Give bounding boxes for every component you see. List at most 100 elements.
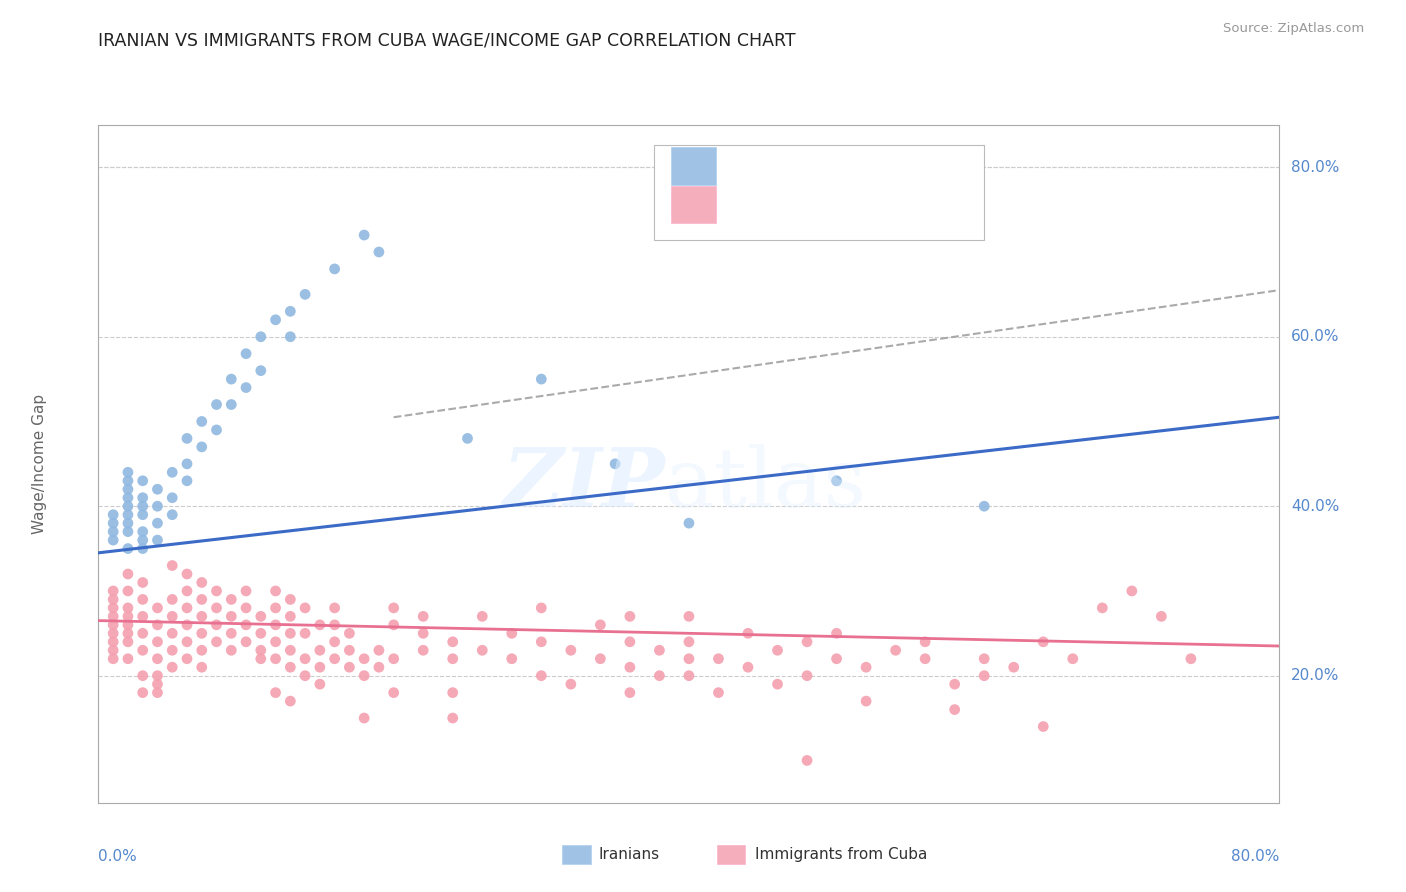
Point: [1032, 719, 1054, 733]
Point: [205, 635, 228, 649]
Point: [235, 617, 257, 632]
Point: [825, 651, 848, 665]
Text: R =: R =: [734, 197, 762, 212]
Point: [191, 626, 214, 640]
Point: [294, 287, 316, 301]
Point: [146, 500, 169, 514]
Point: [278, 330, 302, 344]
Text: 45: 45: [915, 159, 936, 174]
Point: [441, 635, 464, 649]
Point: [103, 651, 125, 665]
Point: [146, 685, 169, 699]
Text: Iranians: Iranians: [599, 847, 659, 862]
Point: [619, 660, 641, 674]
Point: [205, 423, 228, 437]
Point: [1002, 660, 1025, 674]
Point: [766, 643, 789, 657]
Text: 123: 123: [915, 197, 948, 212]
Point: [441, 711, 464, 725]
Point: [648, 669, 671, 683]
Point: [619, 609, 641, 624]
Point: [264, 651, 287, 665]
Point: [412, 626, 434, 640]
Point: [530, 669, 553, 683]
Point: [678, 635, 700, 649]
Point: [117, 609, 139, 624]
Point: [103, 643, 125, 657]
Point: [176, 584, 198, 599]
Point: [294, 601, 316, 615]
Point: [146, 601, 169, 615]
Point: [219, 372, 242, 386]
Point: [162, 558, 183, 573]
Point: [382, 651, 405, 665]
Point: [176, 651, 198, 665]
Point: [103, 524, 125, 539]
Point: [530, 601, 553, 615]
Point: [737, 626, 759, 640]
Point: [132, 643, 155, 657]
Point: [103, 617, 125, 632]
Point: [412, 643, 434, 657]
Point: [103, 601, 125, 615]
Point: [146, 617, 169, 632]
Point: [219, 626, 242, 640]
Point: [796, 635, 818, 649]
Point: [278, 592, 302, 607]
Point: [235, 601, 257, 615]
Point: [278, 304, 302, 318]
Point: [264, 312, 287, 326]
Text: atlas: atlas: [665, 444, 868, 524]
Point: [132, 491, 155, 505]
Text: ZIP: ZIP: [503, 444, 665, 524]
FancyBboxPatch shape: [671, 147, 716, 185]
Point: [103, 635, 125, 649]
Point: [678, 516, 700, 530]
Point: [323, 601, 346, 615]
Point: [191, 592, 214, 607]
Text: 40.0%: 40.0%: [1291, 499, 1340, 514]
Point: [471, 609, 494, 624]
Point: [191, 660, 214, 674]
Point: [1062, 651, 1084, 665]
Point: [337, 626, 360, 640]
Point: [162, 626, 183, 640]
Point: [368, 244, 391, 259]
Text: Wage/Income Gap: Wage/Income Gap: [32, 393, 46, 534]
Point: [264, 635, 287, 649]
Point: [973, 651, 995, 665]
Point: [146, 516, 169, 530]
Text: 60.0%: 60.0%: [1291, 329, 1340, 344]
Point: [103, 584, 125, 599]
Point: [530, 635, 553, 649]
Point: [132, 533, 155, 548]
Point: [471, 643, 494, 657]
Point: [914, 651, 936, 665]
Point: [132, 609, 155, 624]
Point: [205, 584, 228, 599]
Point: [205, 617, 228, 632]
Point: [560, 677, 582, 691]
Point: [117, 626, 139, 640]
Point: [943, 703, 966, 717]
Point: [766, 677, 789, 691]
Point: [250, 609, 273, 624]
Point: [1032, 635, 1054, 649]
Point: [678, 669, 700, 683]
Point: [973, 669, 995, 683]
Point: [162, 491, 183, 505]
Point: [264, 617, 287, 632]
Point: [353, 651, 375, 665]
Point: [219, 609, 242, 624]
Point: [412, 609, 434, 624]
Text: -0.097: -0.097: [789, 197, 844, 212]
Point: [678, 651, 700, 665]
Point: [146, 651, 169, 665]
Point: [278, 626, 302, 640]
Point: [132, 524, 155, 539]
Point: [162, 643, 183, 657]
Point: [146, 635, 169, 649]
Point: [191, 609, 214, 624]
Point: [162, 508, 183, 522]
Text: 0.200: 0.200: [789, 159, 838, 174]
